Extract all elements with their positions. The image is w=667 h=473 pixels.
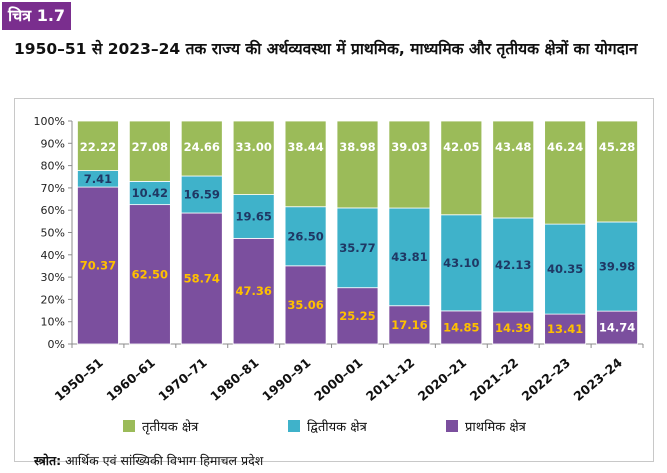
x-tick-label: 1960–61	[103, 355, 157, 404]
data-label-secondary: 40.35	[547, 262, 583, 276]
legend-swatch-primary	[446, 420, 458, 432]
y-tick-label: 50%	[41, 227, 65, 240]
bar-segment-tertiary	[128, 120, 171, 182]
y-tick-label: 80%	[41, 160, 65, 173]
x-tick-label: 2023–24	[571, 355, 626, 404]
data-label-primary: 35.06	[287, 298, 323, 312]
x-tick-label: 1980–81	[207, 355, 261, 404]
data-label-secondary: 43.10	[443, 256, 479, 270]
data-label-secondary: 26.50	[287, 229, 323, 243]
legend-swatch-secondary	[288, 420, 300, 432]
x-tick-label: 1990–91	[259, 355, 313, 404]
data-label-primary: 14.74	[599, 321, 635, 335]
data-label-primary: 14.39	[495, 321, 531, 335]
x-tick-label: 2000–01	[311, 355, 365, 404]
bar-segment-primary	[77, 186, 119, 345]
legend-swatch-tertiary	[123, 420, 135, 432]
data-label-secondary: 43.81	[391, 250, 427, 264]
data-label-tertiary: 46.24	[547, 140, 583, 154]
bar-segment-primary	[440, 310, 483, 345]
bar-segment-primary	[180, 212, 223, 345]
bar-segment-primary	[128, 204, 171, 345]
x-tick-label: 1950–51	[51, 355, 105, 404]
data-label-tertiary: 38.44	[287, 140, 323, 154]
data-label-primary: 14.85	[443, 320, 479, 334]
source-text: आर्थिक एवं सांख्यिकी विभाग हिमाचल प्रदेश	[61, 453, 264, 468]
legend-label-secondary: द्वितीयक क्षेत्र	[307, 419, 368, 435]
bar-segment-tertiary	[77, 120, 119, 171]
source-note: स्त्रोत: आर्थिक एवं सांख्यिकी विभाग हिमा…	[34, 452, 263, 469]
data-label-tertiary: 45.28	[599, 140, 635, 154]
bar-segment-tertiary	[284, 120, 327, 208]
data-label-primary: 25.25	[339, 309, 375, 323]
source-label: स्त्रोत:	[34, 453, 62, 468]
data-label-secondary: 16.59	[184, 188, 220, 202]
x-tick-label: 2022–23	[519, 355, 573, 404]
bar-segment-tertiary	[180, 120, 223, 177]
data-label-tertiary: 24.66	[184, 140, 220, 154]
data-label-secondary: 35.77	[339, 241, 375, 255]
bar-segment-secondary	[388, 207, 431, 307]
bar-segment-primary	[596, 310, 638, 345]
data-label-primary: 13.41	[547, 322, 583, 336]
chart-title: 1950–51 से 2023–24 तक राज्य की अर्थव्यवस…	[14, 40, 638, 58]
data-label-secondary: 10.42	[132, 186, 168, 200]
y-tick-label: 0%	[48, 338, 65, 351]
x-tick-label: 2020–21	[415, 355, 469, 404]
bar-segment-tertiary	[388, 120, 431, 209]
y-tick-label: 100%	[34, 115, 65, 128]
y-tick-label: 30%	[41, 271, 65, 284]
bar-segment-tertiary	[492, 120, 535, 219]
bar-segment-primary	[232, 237, 275, 345]
bar-segment-secondary	[544, 223, 587, 315]
data-label-tertiary: 38.98	[339, 140, 375, 154]
data-label-primary: 17.16	[391, 318, 427, 332]
y-tick-label: 90%	[41, 137, 65, 150]
bar-segment-primary	[388, 305, 431, 345]
legend-label-primary: प्राथमिक क्षेत्र	[465, 419, 527, 435]
y-tick-label: 60%	[41, 204, 65, 217]
data-label-tertiary: 27.08	[132, 140, 168, 154]
data-label-tertiary: 39.03	[391, 140, 427, 154]
bar-segment-tertiary	[440, 120, 483, 216]
bar-segment-primary	[544, 313, 587, 345]
legend-label-tertiary: तृतीयक क्षेत्र	[142, 419, 199, 435]
data-label-primary: 58.74	[184, 272, 220, 286]
data-label-secondary: 42.13	[495, 258, 531, 272]
bar-segment-secondary	[180, 175, 223, 214]
bar-segment-tertiary	[596, 120, 638, 223]
data-label-secondary: 39.98	[599, 260, 635, 274]
y-tick-label: 10%	[41, 316, 65, 329]
data-label-primary: 70.37	[80, 259, 116, 273]
bar-segment-tertiary	[336, 120, 379, 209]
bar-segment-secondary	[440, 214, 483, 312]
bar-segment-secondary	[336, 207, 379, 289]
data-label-tertiary: 43.48	[495, 140, 531, 154]
bar-segment-primary	[284, 265, 327, 345]
bar-segment-secondary	[232, 194, 275, 239]
bar-segment-primary	[336, 287, 379, 345]
data-label-tertiary: 22.22	[80, 140, 116, 154]
x-tick-label: 2011–12	[363, 355, 417, 404]
data-label-primary: 47.36	[235, 284, 271, 298]
x-tick-label: 2021–22	[467, 355, 521, 404]
x-tick-label: 1970–71	[155, 355, 209, 404]
data-label-primary: 62.50	[132, 267, 168, 281]
data-label-tertiary: 33.00	[235, 140, 271, 154]
bar-segment-secondary	[284, 206, 327, 267]
figure-label: चित्र 1.7	[2, 2, 72, 30]
data-label-tertiary: 42.05	[443, 140, 479, 154]
y-tick-label: 70%	[41, 182, 65, 195]
bar-segment-tertiary	[544, 120, 587, 225]
y-tick-label: 40%	[41, 249, 65, 262]
data-label-secondary: 19.65	[235, 209, 271, 223]
bar-segment-tertiary	[232, 120, 275, 195]
data-label-secondary: 7.41	[84, 172, 112, 186]
y-tick-label: 20%	[41, 293, 65, 306]
